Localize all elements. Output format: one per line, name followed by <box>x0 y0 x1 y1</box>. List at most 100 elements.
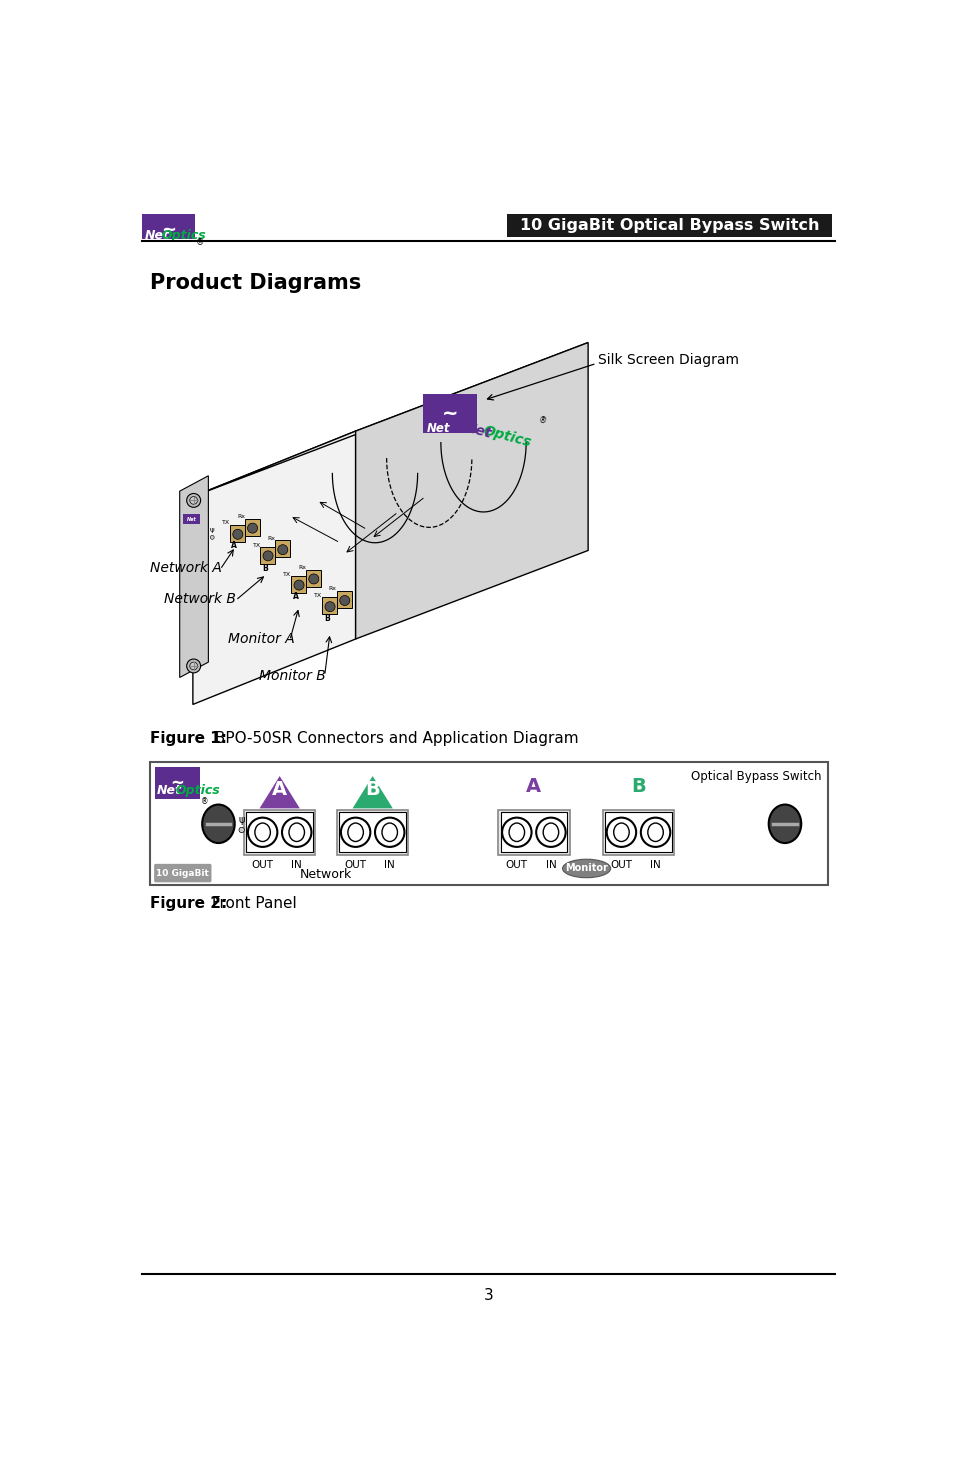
Text: ®: ® <box>537 416 547 426</box>
Text: ψ: ψ <box>210 527 214 532</box>
Circle shape <box>536 817 565 847</box>
Text: Network: Network <box>300 867 352 881</box>
Circle shape <box>247 524 257 532</box>
FancyBboxPatch shape <box>291 575 306 593</box>
Text: B: B <box>365 780 379 798</box>
Text: OUT: OUT <box>344 860 366 870</box>
Circle shape <box>501 817 531 847</box>
FancyBboxPatch shape <box>306 569 320 587</box>
FancyBboxPatch shape <box>245 519 259 535</box>
Text: IN: IN <box>650 860 660 870</box>
Circle shape <box>233 530 243 540</box>
Text: Monitor B: Monitor B <box>258 670 325 683</box>
Circle shape <box>309 574 318 584</box>
FancyBboxPatch shape <box>154 864 212 882</box>
Text: ®: ® <box>195 237 204 246</box>
Text: TX: TX <box>283 572 292 577</box>
Text: Rx: Rx <box>236 515 245 519</box>
Ellipse shape <box>647 823 662 842</box>
Text: IN: IN <box>384 860 395 870</box>
FancyBboxPatch shape <box>274 540 290 558</box>
Polygon shape <box>193 342 587 497</box>
Text: Optics: Optics <box>174 783 219 796</box>
Text: Rx: Rx <box>298 565 306 569</box>
FancyBboxPatch shape <box>244 810 315 854</box>
Text: TX: TX <box>314 593 322 599</box>
Circle shape <box>190 497 197 504</box>
Ellipse shape <box>381 823 397 842</box>
Circle shape <box>263 550 273 560</box>
Circle shape <box>640 817 670 847</box>
Ellipse shape <box>613 823 629 842</box>
FancyBboxPatch shape <box>500 813 567 853</box>
FancyBboxPatch shape <box>497 810 569 854</box>
FancyBboxPatch shape <box>260 547 274 563</box>
Text: Figure 1:: Figure 1: <box>150 732 227 746</box>
Text: Optics: Optics <box>162 229 207 242</box>
Text: 3: 3 <box>483 1288 494 1302</box>
Ellipse shape <box>254 823 270 842</box>
Text: Rx: Rx <box>328 587 336 591</box>
Circle shape <box>282 817 311 847</box>
Polygon shape <box>179 476 208 677</box>
FancyBboxPatch shape <box>150 763 827 885</box>
Text: B: B <box>262 563 268 572</box>
Text: A: A <box>526 777 541 797</box>
FancyBboxPatch shape <box>336 810 408 854</box>
Text: Net: Net <box>186 518 196 522</box>
Text: Rx: Rx <box>267 535 274 541</box>
FancyBboxPatch shape <box>506 214 831 237</box>
Polygon shape <box>193 431 355 705</box>
Ellipse shape <box>562 860 610 878</box>
Polygon shape <box>353 776 393 808</box>
Text: BPO-50SR Connectors and Application Diagram: BPO-50SR Connectors and Application Diag… <box>210 732 578 746</box>
Text: B: B <box>324 615 330 624</box>
FancyBboxPatch shape <box>336 591 352 608</box>
Circle shape <box>248 817 277 847</box>
Circle shape <box>375 817 404 847</box>
FancyBboxPatch shape <box>230 525 245 541</box>
Text: B: B <box>631 777 645 797</box>
Circle shape <box>187 659 200 673</box>
Text: Product Diagrams: Product Diagrams <box>150 273 361 294</box>
Text: A: A <box>231 541 236 550</box>
Text: OUT: OUT <box>610 860 632 870</box>
Text: ~: ~ <box>171 774 184 792</box>
FancyBboxPatch shape <box>604 813 671 853</box>
Text: A: A <box>293 591 298 602</box>
Text: Network A: Network A <box>150 560 222 575</box>
Text: ®: ® <box>200 798 208 807</box>
Text: Monitor: Monitor <box>564 863 607 873</box>
Circle shape <box>277 544 288 555</box>
Text: Figure 2:: Figure 2: <box>150 897 227 912</box>
Text: Net: Net <box>427 422 450 435</box>
Text: ψ: ψ <box>238 816 245 825</box>
Text: Optics: Optics <box>481 423 533 450</box>
Ellipse shape <box>202 804 234 844</box>
FancyBboxPatch shape <box>422 394 476 432</box>
Text: OUT: OUT <box>505 860 527 870</box>
Text: IN: IN <box>545 860 556 870</box>
Text: A: A <box>272 780 287 798</box>
Circle shape <box>325 602 335 612</box>
Ellipse shape <box>542 823 558 842</box>
Text: Front Panel: Front Panel <box>207 897 296 912</box>
Ellipse shape <box>768 804 801 844</box>
FancyBboxPatch shape <box>602 810 674 854</box>
Polygon shape <box>355 342 587 639</box>
Ellipse shape <box>289 823 304 842</box>
Ellipse shape <box>348 823 363 842</box>
Text: TX: TX <box>253 543 261 547</box>
Text: Net: Net <box>145 229 170 242</box>
FancyBboxPatch shape <box>322 597 336 615</box>
Text: Net: Net <box>157 783 182 796</box>
FancyBboxPatch shape <box>142 214 195 239</box>
Text: Net: Net <box>463 420 493 441</box>
Circle shape <box>239 827 244 833</box>
Text: Optical Bypass Switch: Optical Bypass Switch <box>690 770 821 783</box>
Text: Monitor A: Monitor A <box>228 631 294 646</box>
Text: ~: ~ <box>441 404 458 423</box>
Circle shape <box>339 596 350 606</box>
FancyBboxPatch shape <box>119 177 858 1313</box>
FancyBboxPatch shape <box>154 767 199 799</box>
